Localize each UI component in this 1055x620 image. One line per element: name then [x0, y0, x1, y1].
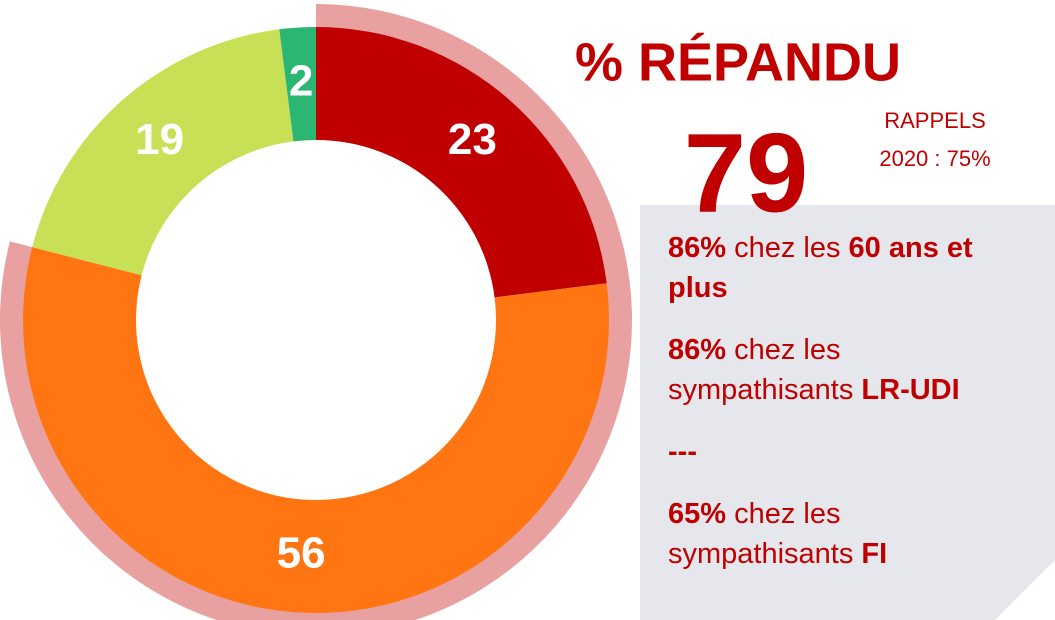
notes: 86% chez les 60 ans et plus 86% chez les sy…: [668, 228, 1053, 596]
note-line: 86% chez les: [668, 330, 1053, 370]
note: 86% chez les sympathisants LR-UDI: [668, 330, 1053, 410]
note-line: sympathisants LR-UDI: [668, 370, 1053, 410]
chart-title: % RÉPANDU: [575, 32, 901, 92]
note-line: sympathisants FI: [668, 534, 1053, 574]
note-text: 65%: [668, 498, 727, 530]
note-line: ---: [668, 432, 1053, 472]
note-text: 60 ans et: [848, 232, 973, 264]
note: 65% chez les sympathisants FI: [668, 494, 1053, 574]
note-text: sympathisants: [668, 538, 862, 570]
note-text: chez les: [726, 498, 841, 530]
segment-label: 19: [135, 115, 184, 164]
donut-segment: [316, 27, 607, 298]
donut-segment: [32, 29, 294, 276]
note: ---: [668, 432, 1053, 472]
note-line: plus: [668, 268, 1053, 308]
note: 86% chez les 60 ans et plus: [668, 228, 1053, 308]
recall-label: RAPPELS: [884, 108, 986, 133]
note-text: plus: [668, 272, 728, 304]
donut-segment: [23, 247, 610, 613]
note-text: 86%: [668, 232, 727, 264]
note-text: sympathisants: [668, 374, 862, 406]
segment-label: 2: [289, 57, 313, 106]
note-line: 65% chez les: [668, 494, 1053, 534]
note-text: chez les: [726, 334, 841, 366]
recall-value: 2020 : 75%: [879, 146, 990, 171]
note-text: FI: [861, 538, 888, 570]
headline-value: 79: [684, 111, 809, 236]
note-text: 86%: [668, 334, 727, 366]
donut-segment: [279, 27, 316, 142]
note-text: ---: [668, 436, 697, 468]
note-text: LR-UDI: [861, 374, 960, 406]
note-line: 86% chez les 60 ans et: [668, 228, 1053, 268]
segment-label: 56: [277, 529, 326, 578]
segment-label: 23: [448, 115, 497, 164]
note-panel: [640, 205, 1055, 620]
note-text: chez les: [726, 232, 849, 264]
